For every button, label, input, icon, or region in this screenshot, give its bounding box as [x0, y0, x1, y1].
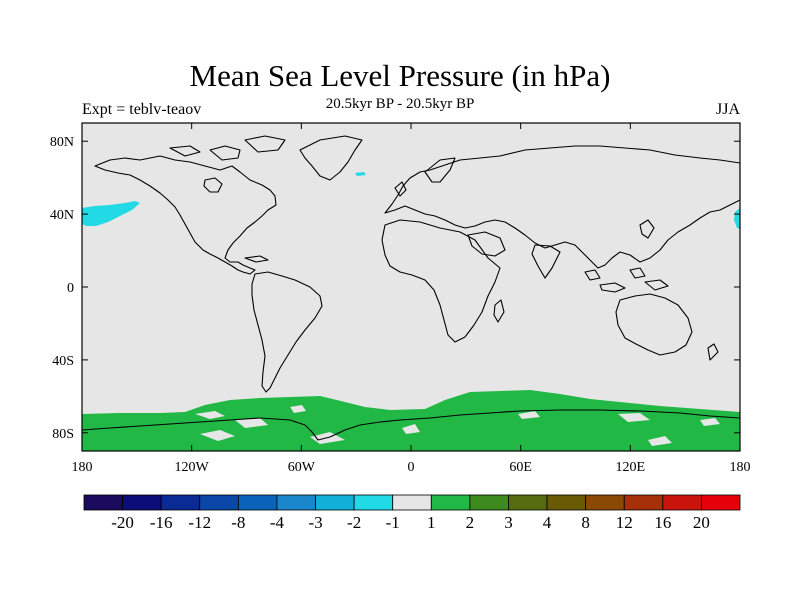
colorbar-label: -1 [386, 513, 400, 532]
colorbar-swatch [662, 494, 702, 511]
colorbar-swatch [430, 494, 471, 511]
colorbar-swatch [508, 494, 548, 511]
season-label: JJA [715, 101, 740, 118]
x-tick-label: 120E [616, 460, 646, 475]
colorbar-swatch [585, 494, 625, 511]
gap-patch [518, 411, 540, 419]
colorbar-swatch [237, 494, 278, 511]
colorbar-swatch [276, 494, 316, 511]
y-tick-label: 40S [52, 354, 74, 369]
axis-ticks: 180 120W 60W 0 60E 120E 180 80N 40N 0 40S 80S [50, 123, 751, 475]
colorbar-label: 20 [693, 513, 710, 532]
coastlines [82, 135, 740, 441]
gap-patch [195, 411, 225, 419]
chart-subtitle: 20.5kyr BP - 20.5kyr BP [325, 96, 475, 112]
gap-patch [618, 413, 650, 422]
colorbar-swatch [83, 494, 123, 511]
colorbar-swatch [469, 494, 509, 511]
west-pacific-negative-anomaly [734, 208, 740, 229]
colorbar-label: 8 [581, 513, 590, 532]
colorbar-label: -2 [347, 513, 361, 532]
colorbar-swatch [392, 494, 432, 511]
colorbar-swatch [199, 494, 239, 511]
x-tick-label: 0 [408, 460, 415, 475]
colorbar-label: 16 [654, 513, 671, 532]
colorbar-swatch [353, 494, 394, 511]
colorbar: -20 -16 -12 -8 -4 -3 -2 -1 1 2 3 4 8 12 16 20 [83, 494, 741, 532]
y-tick-label: 40N [50, 208, 74, 223]
x-tick-label: 60W [288, 460, 316, 475]
gap-patch [402, 424, 420, 434]
colorbar-label: -8 [231, 513, 245, 532]
colorbar-swatch [701, 494, 741, 511]
colorbar-label: -3 [308, 513, 322, 532]
colorbar-label: 1 [427, 513, 436, 532]
x-tick-label: 120W [175, 460, 210, 475]
gap-patch [200, 430, 235, 441]
x-tick-label: 60E [509, 460, 532, 475]
y-tick-label: 0 [67, 281, 74, 296]
colorbar-swatch [160, 494, 201, 511]
chart-title: Mean Sea Level Pressure (in hPa) [189, 58, 611, 93]
gap-patch [648, 436, 672, 446]
north-pacific-negative-anomaly [82, 201, 140, 226]
colorbar-swatch [546, 494, 587, 511]
colorbar-label: 4 [543, 513, 552, 532]
antarctic-positive-anomaly [82, 390, 740, 451]
gap-patch [290, 405, 306, 413]
experiment-label: Expt = teblv-teaov [82, 101, 202, 118]
colorbar-label: -4 [270, 513, 285, 532]
colorbar-swatch [623, 494, 664, 511]
greenland-negative-anomaly [355, 172, 366, 176]
x-tick-label: 180 [72, 460, 93, 475]
map-background [82, 123, 740, 451]
colorbar-label: 12 [616, 513, 633, 532]
colorbar-label: -16 [150, 513, 173, 532]
y-tick-label: 80N [50, 135, 74, 150]
colorbar-label: 3 [504, 513, 513, 532]
x-tick-label: 180 [730, 460, 751, 475]
y-tick-label: 80S [52, 427, 74, 442]
colorbar-label: 2 [466, 513, 475, 532]
gap-patch [700, 418, 720, 426]
colorbar-swatch [315, 494, 355, 511]
gap-patch [235, 418, 268, 428]
colorbar-label: -20 [111, 513, 134, 532]
colorbar-label: -12 [188, 513, 211, 532]
colorbar-swatch [122, 494, 162, 511]
